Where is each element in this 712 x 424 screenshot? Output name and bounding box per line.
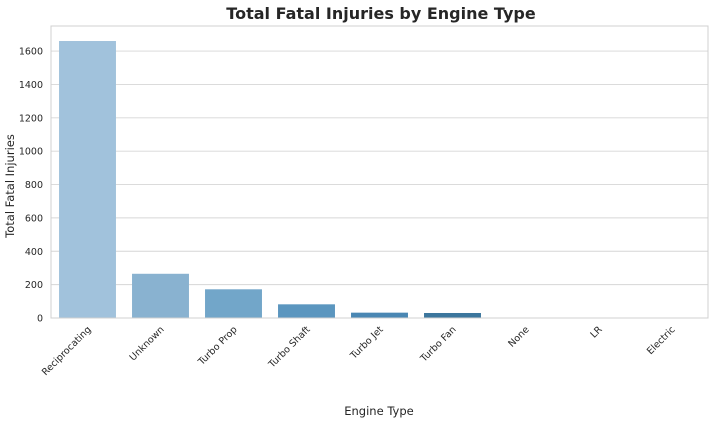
y-tick-label: 1400 [19,80,43,91]
bar [278,304,335,318]
y-tick-label: 200 [25,280,43,291]
bar [59,41,116,318]
y-tick-label: 0 [37,314,43,325]
x-axis-label: Engine Type [344,404,413,418]
x-axis-ticks: Reciprocating Unknown Turbo Prop Turbo Shaf… [40,324,678,378]
bars [59,41,481,318]
bar [424,312,481,318]
x-tick-label: Turbo Fan [418,324,459,365]
x-tick-label: Unknown [128,324,167,363]
x-tick-label: Turbo Prop [196,324,240,368]
bar [205,289,262,318]
y-tick-label: 600 [25,213,43,224]
x-tick-label: Turbo Jet [348,324,386,362]
bar [351,312,408,318]
bar [132,273,189,318]
x-tick-label: Reciprocating [40,324,94,378]
x-tick-label: Electric [645,324,678,357]
x-tick-label: LR [588,324,604,340]
y-tick-label: 1000 [19,147,43,158]
y-tick-label: 1200 [19,113,43,124]
y-axis-label: Total Fatal Injuries [3,134,17,239]
y-tick-label: 800 [25,180,43,191]
chart-title: Total Fatal Injuries by Engine Type [226,4,536,23]
y-tick-label: 1600 [19,47,43,58]
x-tick-label: None [506,324,531,349]
y-axis-ticks: 0 200 400 600 800 1000 1200 1400 1600 [19,47,43,325]
plot-frame [50,25,709,319]
x-tick-label: Turbo Shaft [266,324,313,371]
y-tick-label: 400 [25,247,43,258]
